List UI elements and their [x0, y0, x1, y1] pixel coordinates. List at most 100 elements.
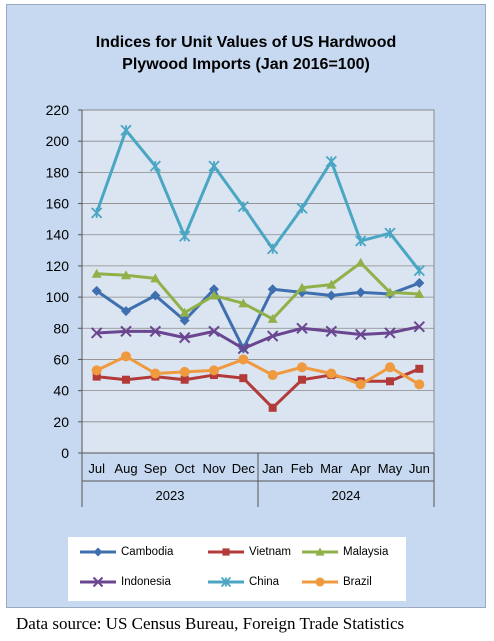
x-tick-label: Jul: [88, 461, 105, 476]
y-tick-label: 40: [53, 383, 69, 399]
data-point-brazil: [355, 379, 366, 390]
data-point-brazil: [150, 368, 161, 379]
x-tick-label: Apr: [351, 461, 372, 476]
data-point-brazil: [414, 379, 425, 390]
y-tick-label: 20: [53, 414, 69, 430]
legend-item-indonesia: Indonesia: [78, 575, 171, 589]
series-line-indonesia: [96, 325, 420, 351]
data-point-cambodia: [209, 284, 219, 295]
data-point-malaysia: [326, 279, 337, 289]
data-point-cambodia: [355, 287, 366, 298]
data-point-vietnam: [180, 375, 189, 384]
data-point-cambodia: [267, 284, 278, 295]
legend-label: Brazil: [343, 576, 372, 588]
data-point-china: [237, 201, 249, 213]
series-brazil: [91, 351, 425, 390]
data-point-indonesia: [208, 325, 220, 338]
data-point-china: [91, 207, 103, 219]
series-china: [91, 124, 425, 277]
data-point-cambodia: [326, 290, 337, 301]
series-malaysia: [91, 257, 425, 323]
series-indonesia: [90, 321, 426, 355]
data-point-indonesia: [266, 330, 279, 342]
legend-label: Vietnam: [249, 546, 291, 558]
data-point-indonesia: [90, 327, 103, 339]
data-point-brazil: [267, 370, 278, 381]
legend-label: China: [249, 576, 280, 588]
x-tick-label: Dec: [232, 461, 256, 476]
data-point-vietnam: [415, 364, 424, 373]
legend-swatch-marker: [222, 548, 230, 556]
legend-swatch-marker: [93, 547, 103, 557]
legend-item-brazil: Brazil: [300, 575, 372, 589]
data-point-indonesia: [384, 327, 396, 339]
data-point-china: [149, 160, 161, 172]
data-point-cambodia: [414, 278, 425, 289]
data-point-indonesia: [237, 342, 250, 355]
data-point-brazil: [209, 365, 219, 376]
data-point-malaysia: [150, 273, 161, 283]
x-tick-label: Jan: [262, 461, 283, 476]
data-point-cambodia: [150, 290, 161, 301]
legend-item-malaysia: Malaysia: [300, 545, 388, 559]
series-line-malaysia: [96, 261, 420, 321]
chart-title: Indices for Unit Values of US Hardwood P…: [6, 32, 486, 76]
data-point-malaysia: [355, 257, 366, 267]
series-line-brazil: [96, 354, 421, 386]
data-point-malaysia: [297, 282, 307, 292]
year-label: 2024: [332, 488, 361, 503]
x-tick-label: Nov: [202, 461, 226, 476]
legend-swatch-indonesia: [80, 576, 116, 588]
legend-label: Indonesia: [121, 576, 171, 588]
x-tick-label: Oct: [175, 461, 196, 476]
legend-swatch-malaysia: [302, 547, 338, 556]
chart-title-line-1: Indices for Unit Values of US Hardwood: [95, 34, 397, 51]
x-tick-label: Mar: [320, 461, 343, 476]
y-tick-label: 180: [46, 164, 70, 180]
data-point-brazil: [179, 366, 190, 377]
year-label: 2023: [156, 488, 185, 503]
data-point-vietnam: [298, 375, 306, 384]
data-point-china: [179, 230, 191, 242]
data-point-brazil: [385, 362, 395, 373]
data-point-indonesia: [178, 331, 191, 344]
data-point-china: [413, 264, 425, 277]
data-point-malaysia: [414, 288, 425, 298]
data-point-brazil: [238, 354, 249, 365]
series-line-cambodia: [95, 281, 420, 351]
legend-swatch-marker: [220, 576, 232, 588]
y-tick-label: 120: [46, 258, 70, 274]
data-point-indonesia: [354, 328, 367, 341]
data-point-brazil: [326, 368, 337, 379]
legend-label: Malaysia: [343, 546, 389, 558]
x-tick-label: Aug: [114, 461, 137, 476]
data-point-china: [325, 155, 337, 168]
data-point-brazil: [91, 365, 102, 376]
data-point-china: [384, 227, 396, 239]
data-point-china: [267, 243, 279, 255]
data-point-indonesia: [296, 322, 308, 334]
y-tick-label: 80: [53, 320, 69, 336]
legend-swatch-brazil: [302, 577, 338, 587]
legend-swatch-marker: [315, 577, 325, 587]
data-point-cambodia: [121, 306, 131, 317]
data-point-malaysia: [121, 270, 131, 280]
series-line-china: [95, 128, 421, 272]
data-point-vietnam: [239, 374, 248, 383]
data-point-indonesia: [413, 321, 426, 333]
data-point-cambodia: [179, 315, 190, 326]
data-point-china: [208, 160, 220, 172]
series-cambodia: [91, 278, 425, 354]
data-point-vietnam: [92, 372, 101, 381]
data-point-vietnam: [122, 375, 130, 384]
legend-swatch-marker: [92, 576, 104, 588]
data-point-china: [355, 235, 367, 247]
legend-label: Cambodia: [121, 546, 174, 558]
chart-legend: Cambodia Vietnam Malaysia Indonesia China Bra…: [68, 537, 406, 601]
x-tick-label: May: [378, 461, 403, 476]
legend-swatch-vietnam: [208, 548, 244, 556]
data-point-cambodia: [91, 285, 102, 296]
data-point-china: [296, 202, 308, 214]
data-point-brazil: [121, 351, 131, 362]
